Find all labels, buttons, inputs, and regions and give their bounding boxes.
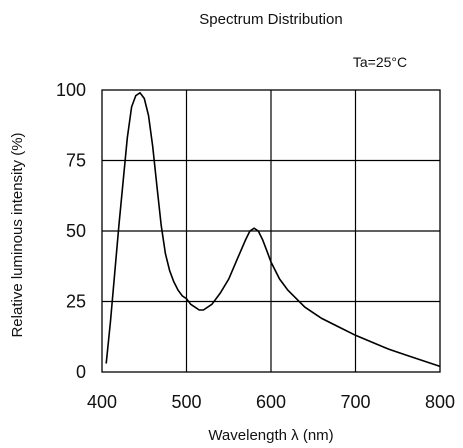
chart-title: Spectrum Distribution — [199, 11, 342, 28]
y-tick-label: 50 — [66, 221, 86, 241]
y-tick-labels: 0 25 50 75 100 — [56, 80, 86, 382]
x-tick-label: 700 — [340, 392, 370, 412]
x-tick-label: 800 — [425, 392, 455, 412]
x-axis-label: Wavelength λ (nm) — [208, 427, 333, 444]
y-tick-label: 25 — [66, 292, 86, 312]
y-tick-label: 0 — [76, 362, 86, 382]
y-tick-label: 75 — [66, 151, 86, 171]
x-tick-label: 400 — [87, 392, 117, 412]
spectrum-curve — [105, 91, 441, 368]
temperature-annotation: Ta=25°C — [353, 54, 407, 70]
x-gridlines — [185, 90, 357, 372]
x-tick-label: 500 — [171, 392, 201, 412]
x-tick-label: 600 — [256, 392, 286, 412]
y-tick-label: 100 — [56, 80, 86, 100]
x-tick-labels: 400 500 600 700 800 — [87, 392, 455, 412]
y-axis-label: Relative luminous intensity (%) — [9, 132, 26, 337]
